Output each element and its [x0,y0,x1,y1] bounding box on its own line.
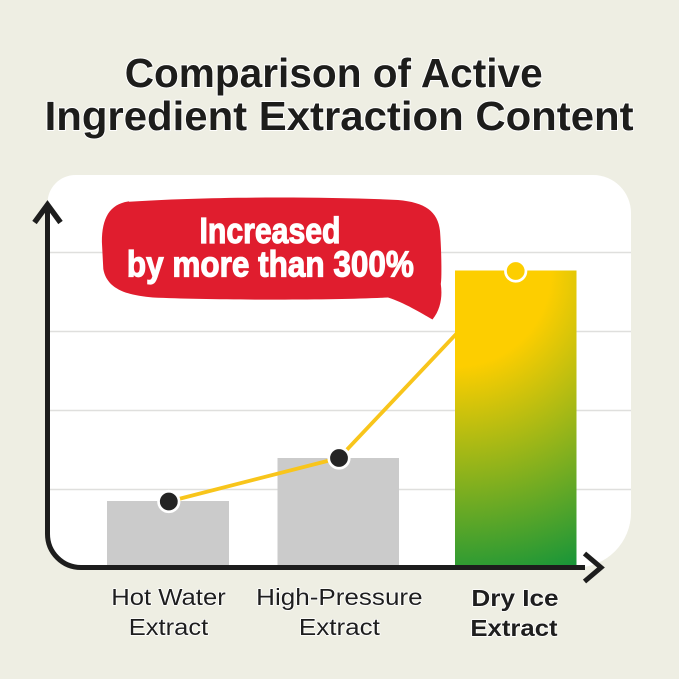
svg-text:Increased: Increased [200,210,341,251]
svg-text:Comparison of Active: Comparison of Active [125,50,543,96]
svg-text:Extract: Extract [470,615,557,641]
svg-text:by more than 300%: by more than 300% [127,243,414,284]
svg-text:Ingredient Extraction Content: Ingredient Extraction Content [45,93,634,139]
svg-text:Hot Water: Hot Water [111,584,226,610]
svg-text:Extract: Extract [299,614,381,640]
svg-text:High-Pressure: High-Pressure [256,584,422,610]
svg-text:Dry Ice: Dry Ice [471,585,558,611]
svg-text:Extract: Extract [129,614,209,640]
